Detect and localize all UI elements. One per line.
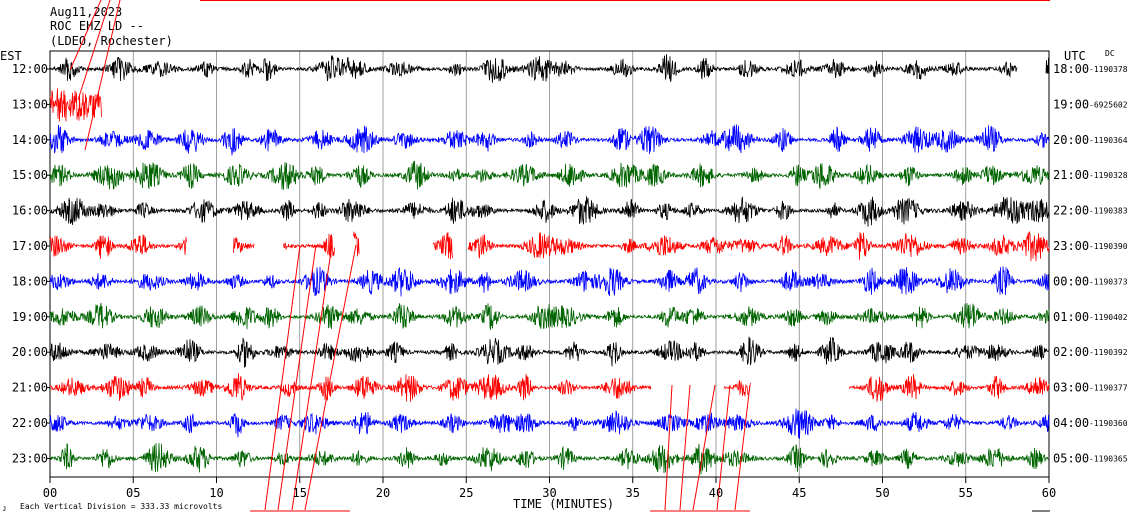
header: Aug11,2023 ROC EHZ LD -- (LDEO, Rocheste… [50, 5, 173, 48]
utc-label: 00:00 [1053, 274, 1089, 288]
x-tick-label: 35 [626, 486, 640, 500]
est-label: 21:00 [12, 381, 48, 395]
left-axis-label: EST [0, 49, 22, 63]
utc-label: 22:00 [1053, 204, 1089, 218]
dc-value: -1190390 [1089, 242, 1128, 251]
trace-1500 [49, 160, 1050, 190]
trace-2200 [49, 408, 1050, 440]
est-label: 23:00 [12, 451, 48, 465]
est-label: 15:00 [12, 168, 48, 182]
time-gridlines [132, 51, 967, 477]
utc-label: 01:00 [1053, 310, 1089, 324]
event-line [69, 0, 102, 71]
scale-note: Each Vertical Division = 333.33 microvol… [20, 502, 222, 511]
event-line [664, 384, 673, 511]
est-label: 18:00 [12, 274, 48, 288]
utc-label: 21:00 [1053, 168, 1089, 182]
est-label: 16:00 [12, 204, 48, 218]
dc-value: -1190328 [1089, 171, 1128, 180]
utc-hour-labels: 18:00 19:00 20:00 21:00 22:00 23:00 00:00 01:00… [1053, 62, 1089, 465]
event-line [734, 384, 751, 511]
x-tick-label: 60 [1042, 486, 1056, 500]
x-tick-label: 25 [459, 486, 473, 500]
trace-1800 [49, 266, 1050, 297]
x-tick-label: 10 [209, 486, 223, 500]
seismic-traces [49, 54, 1050, 475]
trace-1400 [49, 124, 1050, 156]
event-line [277, 244, 317, 511]
est-label: 20:00 [12, 345, 48, 359]
x-axis-title: TIME (MINUTES) [513, 497, 614, 511]
dc-value: -1190383 [1089, 207, 1128, 216]
utc-label: 18:00 [1053, 62, 1089, 76]
event-line [679, 384, 691, 511]
event-line [304, 244, 357, 511]
x-tick-label: 15 [293, 486, 307, 500]
utc-label: 04:00 [1053, 416, 1089, 430]
dc-label: DC [1105, 49, 1115, 58]
dc-value: -1190373 [1089, 277, 1128, 286]
edge-red-marks [200, 0, 1050, 512]
est-label: 12:00 [12, 62, 48, 76]
trace-1600 [49, 196, 1050, 227]
trace-2300 [49, 443, 1049, 475]
dc-value: -1190377 [1089, 384, 1128, 393]
trace-1900 [49, 302, 1050, 330]
trace-2100 [49, 373, 1050, 402]
est-label: 22:00 [12, 416, 48, 430]
dc-value: -1190378 [1089, 65, 1128, 74]
x-tick-label: 00 [43, 486, 57, 500]
trace-2000 [49, 336, 1050, 368]
trace-1700 [49, 231, 1050, 262]
est-hour-labels: 12:00 13:00 14:00 15:00 16:00 17:00 18:00 19:00… [12, 62, 50, 465]
event-line [264, 244, 301, 511]
event-line [692, 384, 716, 511]
header-network: (LDEO, Rochester) [50, 34, 173, 48]
x-tick-label: 05 [126, 486, 140, 500]
dc-value: -1190392 [1089, 348, 1128, 357]
dc-value: -1190364 [1089, 136, 1128, 145]
utc-label: 03:00 [1053, 381, 1089, 395]
event-line [84, 0, 121, 151]
dc-value: -1190402 [1089, 313, 1128, 322]
right-axis-label: UTC [1064, 49, 1086, 63]
x-tick-labels: 00 05 10 15 20 25 30 35 40 45 50 55 60 [43, 477, 1056, 500]
dc-offset-values: -1190378 -6925602 -1190364 -1190328 -1190383… [1089, 65, 1128, 463]
header-date: Aug11,2023 [50, 5, 122, 19]
header-station: ROC EHZ LD -- [50, 19, 144, 33]
utc-label: 05:00 [1053, 451, 1089, 465]
event-marker-lines [69, 0, 751, 511]
utc-label: 20:00 [1053, 133, 1089, 147]
x-tick-label: 20 [376, 486, 390, 500]
dc-value: -6925602 [1089, 100, 1128, 109]
event-line [716, 384, 731, 511]
x-tick-label: 55 [959, 486, 973, 500]
event-line [77, 0, 111, 101]
est-label: 13:00 [12, 97, 48, 111]
est-label: 19:00 [12, 310, 48, 324]
est-label: 14:00 [12, 133, 48, 147]
est-label: 17:00 [12, 239, 48, 253]
x-tick-label: 30 [542, 486, 556, 500]
trace-1200 [49, 54, 1050, 83]
dc-value: -1190365 [1089, 454, 1128, 463]
trace-1300 [49, 88, 102, 122]
utc-label: 02:00 [1053, 345, 1089, 359]
x-tick-label: 50 [875, 486, 889, 500]
corner-mark: ᴊ [2, 504, 7, 513]
x-tick-label: 40 [709, 486, 723, 500]
event-line [291, 244, 333, 511]
x-tick-label: 45 [792, 486, 806, 500]
dc-value: -1190360 [1089, 419, 1128, 428]
utc-label: 19:00 [1053, 97, 1089, 111]
utc-label: 23:00 [1053, 239, 1089, 253]
